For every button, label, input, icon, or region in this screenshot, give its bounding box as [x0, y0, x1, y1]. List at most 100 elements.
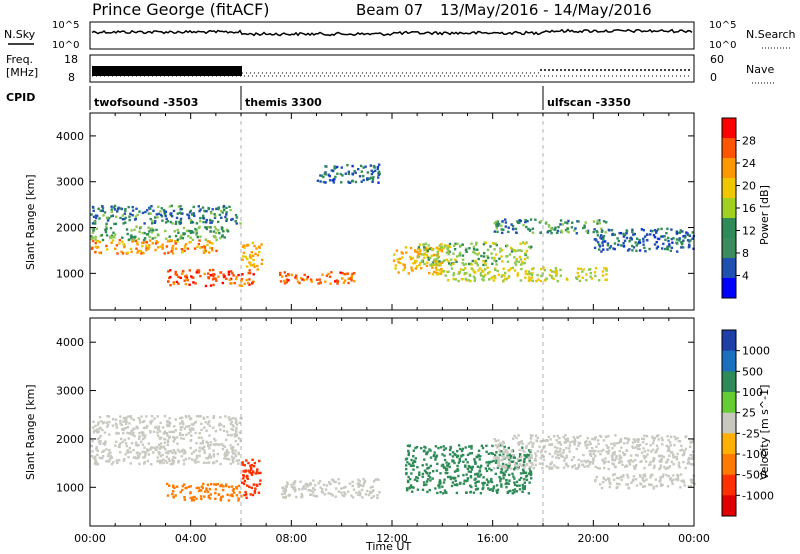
freq-block-twofsound — [92, 66, 242, 76]
velocity-colorbar-label: Velocity [m s^-1] — [758, 385, 771, 480]
time-xtick-2: 08:00 — [275, 532, 307, 545]
power-cbar-tick-1: 24 — [742, 157, 756, 170]
vel-cbar-swatch-2 — [722, 371, 736, 393]
time-xtick-3: 12:00 — [376, 532, 408, 545]
power-cbar-tick-2: 20 — [742, 180, 756, 193]
time-xtick-0: 00:00 — [74, 532, 106, 545]
velocity-region-1 — [166, 482, 243, 502]
frequency-panel: Freq. [MHz] 18 8 60 0 Nave — [6, 53, 776, 84]
vel-cbar-swatch-1 — [722, 350, 736, 372]
power-region-2 — [90, 225, 230, 242]
power-region-11 — [593, 227, 695, 253]
noise-tick-left-bottom: 10^0 — [52, 40, 79, 51]
power-cbar-tick-5: 8 — [742, 247, 749, 260]
noise-tick-right-bottom: 10^0 — [709, 40, 736, 51]
cpid-segment-0: twofsound -3503 — [94, 96, 198, 109]
power-cbar-swatch-4 — [722, 198, 736, 219]
velocity-region-2 — [241, 458, 262, 499]
power-cbar-tick-4: 12 — [742, 225, 756, 238]
power-cbar-swatch-6 — [722, 238, 736, 259]
velocity-colorbar: 1000 500 100 25 -25 -100 -500 -1000 — [721, 329, 774, 517]
power-cbar-tick-0: 28 — [742, 135, 756, 148]
freq-tick-top: 18 — [64, 53, 78, 66]
velocity-region-6 — [594, 473, 696, 490]
velocity-ytick-1: 2000 — [56, 433, 84, 446]
vel-cbar-tick-0: 1000 — [742, 345, 770, 358]
power-ytick-0: 1000 — [56, 267, 84, 280]
power-region-8 — [417, 241, 533, 267]
velocity-ylabel: Slant Range [km] — [24, 384, 37, 480]
cpid-panel: CPID twofsound -3503 themis 3300 ulfscan -… — [6, 86, 631, 110]
power-ylabel: Slant Range [km] — [24, 174, 37, 270]
power-cbar-swatch-8 — [722, 278, 736, 299]
power-region-3 — [167, 268, 255, 288]
power-cbar-swatch-7 — [722, 258, 736, 279]
cpid-segment-1: themis 3300 — [245, 96, 322, 109]
noise-panel: N.Sky 10^5 10^0 10^5 10^0 N.Search — [4, 20, 796, 51]
noise-sky-trace — [91, 28, 693, 37]
vel-cbar-swatch-3 — [722, 392, 736, 414]
nsearch-label: N.Search — [746, 28, 796, 41]
power-colorbar-label: Power [dB] — [758, 185, 771, 245]
time-xtick-4: 16:00 — [477, 532, 509, 545]
vel-cbar-swatch-8 — [722, 495, 736, 517]
time-xtick-6: 00:00 — [678, 532, 710, 545]
cpid-label: CPID — [6, 91, 35, 104]
vel-cbar-swatch-7 — [722, 474, 736, 496]
power-cbar-swatch-0 — [722, 118, 736, 139]
freq-unit-label: [MHz] — [6, 66, 38, 79]
nsky-label: N.Sky — [4, 28, 36, 41]
velocity-region-5 — [493, 434, 695, 471]
power-region-0 — [90, 204, 242, 226]
power-cbar-tick-6: 4 — [742, 270, 749, 283]
cpid-segment-2: ulfscan -3350 — [547, 96, 631, 109]
vel-cbar-tick-1: 500 — [742, 365, 763, 378]
power-cbar-swatch-3 — [722, 178, 736, 199]
power-region-1 — [90, 239, 218, 255]
power-cbar-swatch-2 — [722, 158, 736, 179]
velocity-ytick-2: 3000 — [56, 385, 84, 398]
power-ytick-1: 2000 — [56, 222, 84, 235]
date-range: 13/May/2016 - 14/May/2016 — [440, 1, 652, 19]
power-region-10 — [493, 218, 608, 235]
noise-tick-right-top: 10^5 — [709, 20, 736, 31]
velocity-region-4 — [404, 444, 533, 495]
power-cbar-swatch-5 — [722, 218, 736, 239]
vel-cbar-swatch-6 — [722, 454, 736, 476]
power-region-7 — [392, 246, 444, 276]
velocity-ytick-0: 1000 — [56, 481, 84, 494]
nave-tick-bottom: 0 — [710, 71, 717, 84]
velocity-ytick-3: 4000 — [56, 336, 84, 349]
vel-cbar-tick-7: -1000 — [742, 489, 774, 502]
vel-cbar-swatch-5 — [722, 433, 736, 455]
vel-cbar-tick-4: -25 — [742, 427, 760, 440]
velocity-region-0 — [90, 414, 243, 466]
power-ytick-2: 3000 — [56, 176, 84, 189]
power-region-4 — [241, 241, 264, 271]
time-xtick-1: 04:00 — [175, 532, 207, 545]
vel-cbar-swatch-4 — [722, 412, 736, 434]
noise-tick-left-top: 10^5 — [52, 20, 79, 31]
power-ytick-3: 4000 — [56, 130, 84, 143]
vel-cbar-tick-3: 25 — [742, 407, 756, 420]
power-colorbar: 28 24 20 16 12 8 4 — [721, 117, 756, 299]
power-region-6 — [316, 163, 381, 184]
time-axis-label: Time UT — [365, 540, 411, 553]
power-panel: 1000 2000 3000 4000 Slant Range [km] — [24, 112, 695, 311]
nave-tick-top: 60 — [710, 53, 724, 66]
velocity-region-3 — [280, 477, 381, 500]
freq-tick-bottom: 8 — [68, 71, 75, 84]
vel-cbar-tick-2: 100 — [742, 386, 763, 399]
power-cbar-tick-3: 16 — [742, 202, 756, 215]
power-region-5 — [279, 271, 356, 285]
power-region-9 — [442, 266, 608, 283]
nave-label: Nave — [746, 63, 774, 76]
freq-label: Freq. — [6, 53, 33, 66]
velocity-panel: 1000 2000 3000 4000 00:00 04:00 08:00 12:00 16:0… — [24, 317, 710, 553]
time-xtick-5: 20:00 — [577, 532, 609, 545]
velocity-data — [90, 414, 696, 502]
power-cbar-swatch-1 — [722, 138, 736, 159]
vel-cbar-swatch-0 — [722, 330, 736, 352]
